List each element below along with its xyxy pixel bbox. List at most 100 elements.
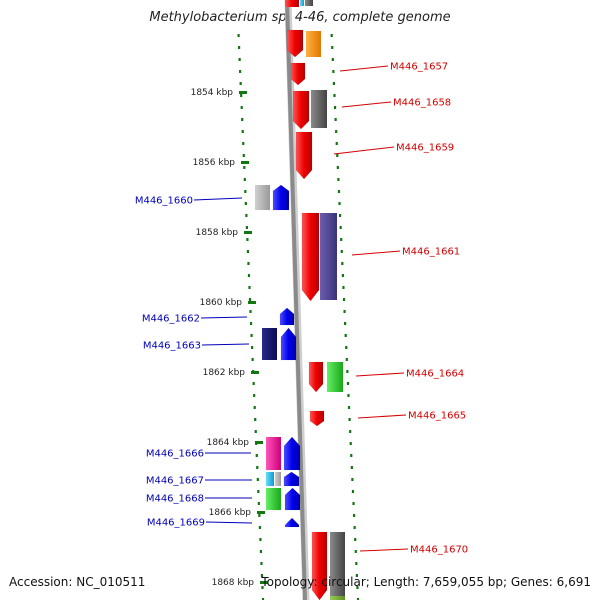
track-dot bbox=[353, 526, 356, 529]
track-dot bbox=[241, 130, 244, 133]
gene-label-minus: M446_1663 bbox=[143, 341, 201, 352]
track-dot bbox=[260, 574, 264, 577]
scale-tick-label: 1868 kbp bbox=[212, 578, 255, 588]
track-dot bbox=[351, 478, 354, 481]
track-dot bbox=[246, 250, 250, 253]
track-dot bbox=[333, 106, 337, 109]
track-dot bbox=[348, 418, 351, 421]
gene-arrow-plus bbox=[286, 29, 304, 58]
gene-label-minus: M446_1662 bbox=[142, 314, 200, 325]
scale-tick-mark bbox=[241, 161, 249, 164]
scale-tick-mark bbox=[255, 441, 263, 444]
gene-annotation-box bbox=[266, 437, 281, 470]
track-dot bbox=[257, 502, 260, 505]
track-dot bbox=[342, 298, 346, 301]
gene-leader-line bbox=[351, 250, 401, 256]
track-dot bbox=[239, 82, 242, 85]
gene-label-plus: M446_1661 bbox=[402, 247, 460, 258]
gene-arrow-plus bbox=[311, 531, 328, 600]
track-dot bbox=[331, 46, 334, 49]
gene-arrow-minus bbox=[272, 184, 290, 211]
map-title: Methylobacterium sp. 4-46, complete geno… bbox=[149, 10, 451, 25]
scale-tick-mark bbox=[244, 231, 252, 234]
gene-label-plus: M446_1659 bbox=[396, 143, 454, 154]
gene-annotation-box bbox=[275, 472, 281, 486]
gene-label-minus: M446_1667 bbox=[146, 476, 204, 487]
gene-annotation-box bbox=[262, 328, 277, 360]
track-dot bbox=[245, 226, 248, 229]
track-dot bbox=[248, 298, 252, 301]
gene-arrow-minus bbox=[283, 436, 301, 471]
track-dot bbox=[354, 538, 357, 541]
gene-label-plus: M446_1670 bbox=[410, 545, 468, 556]
track-dot bbox=[346, 370, 349, 373]
track-dot bbox=[253, 406, 256, 409]
track-dot bbox=[338, 202, 341, 205]
genome-backbone bbox=[284, 0, 310, 600]
track-dot bbox=[335, 130, 338, 133]
track-dot bbox=[237, 46, 241, 49]
track-dot bbox=[242, 154, 245, 157]
track-dot bbox=[332, 70, 335, 73]
track-dot bbox=[330, 34, 333, 37]
gene-arrow-plus bbox=[295, 131, 313, 180]
gene-arrow-minus bbox=[279, 307, 295, 326]
gene-arrow-minus bbox=[283, 471, 300, 487]
scale-tick-mark bbox=[251, 371, 259, 374]
track-dot bbox=[256, 466, 259, 469]
scale-tick-mark bbox=[260, 581, 268, 584]
scale-tick-label: 1862 kbp bbox=[203, 368, 246, 378]
track-dot bbox=[256, 478, 259, 481]
track-dot bbox=[355, 562, 358, 565]
backbone-line bbox=[285, 0, 307, 600]
gene-label-minus: M446_1669 bbox=[147, 518, 205, 529]
track-dot bbox=[249, 322, 253, 325]
track-dot bbox=[352, 514, 356, 517]
track-dot bbox=[347, 406, 351, 409]
track-dot bbox=[343, 310, 346, 313]
gene-arrow-plus bbox=[308, 361, 324, 393]
scale-tick-label: 1858 kbp bbox=[196, 228, 239, 238]
gene-annotation-box bbox=[266, 472, 274, 486]
track-dot bbox=[336, 166, 339, 169]
track-dot bbox=[347, 394, 350, 397]
gene-label-plus: M446_1665 bbox=[408, 411, 466, 422]
gene-leader-line bbox=[355, 372, 405, 377]
track-dot bbox=[336, 154, 339, 157]
track-dot bbox=[254, 418, 257, 421]
track-dot bbox=[243, 166, 246, 169]
gene-features bbox=[255, 0, 345, 600]
gene-top-partial bbox=[285, 0, 299, 7]
gene-arrow-minus bbox=[284, 487, 301, 511]
track-dot bbox=[350, 466, 353, 469]
track-dot bbox=[342, 286, 345, 289]
track-dot bbox=[334, 118, 337, 121]
track-dot bbox=[341, 262, 344, 265]
track-dot bbox=[352, 502, 355, 505]
gene-label-plus: M446_1664 bbox=[406, 369, 464, 380]
track-dot bbox=[349, 430, 352, 433]
gene-top-partial bbox=[300, 0, 304, 6]
track-dot bbox=[355, 574, 358, 577]
track-dot bbox=[338, 214, 342, 217]
track-dot bbox=[246, 238, 249, 241]
track-dot bbox=[337, 178, 340, 181]
gene-label-minus: M446_1666 bbox=[146, 449, 204, 460]
gene-arrow-plus bbox=[292, 90, 310, 130]
track-dot bbox=[238, 58, 241, 61]
track-dot bbox=[250, 334, 253, 337]
scale-tick-label: 1866 kbp bbox=[209, 508, 252, 518]
track-dot bbox=[261, 598, 265, 600]
gene-arrow-minus bbox=[280, 327, 297, 361]
track-dot bbox=[254, 430, 257, 433]
track-dot bbox=[356, 586, 359, 589]
scale-tick-mark bbox=[239, 91, 247, 94]
track-dot bbox=[241, 118, 244, 121]
track-dot bbox=[250, 346, 254, 349]
gene-label-plus: M446_1658 bbox=[393, 98, 451, 109]
track-dot bbox=[344, 322, 347, 325]
track-dot bbox=[356, 598, 360, 600]
gene-leader-line bbox=[357, 414, 407, 419]
track-dot bbox=[245, 214, 248, 217]
scale-ticks: 1854 kbp 1856 kbp 1858 kbp 1860 kbp 1862 kbp… bbox=[191, 88, 268, 588]
